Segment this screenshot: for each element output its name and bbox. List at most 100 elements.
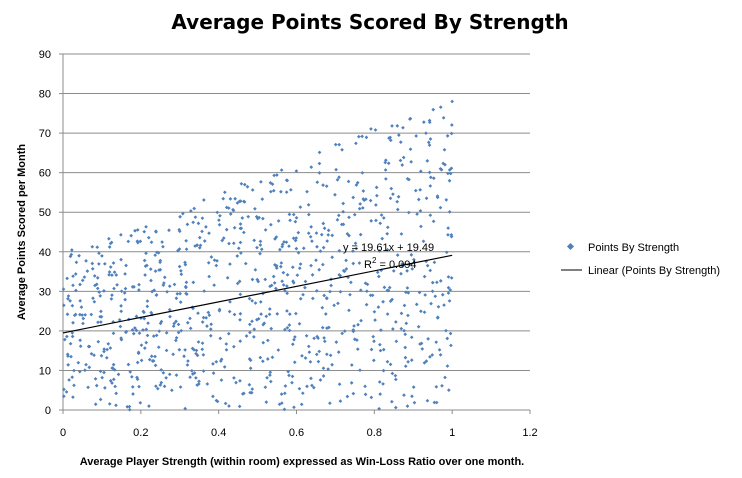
data-point [69,354,73,359]
data-point [321,183,325,187]
data-point [268,189,273,194]
data-point [288,218,292,223]
data-point [296,250,301,255]
data-point [212,258,217,263]
data-point [283,391,287,396]
data-point [307,350,312,355]
data-point [95,276,100,280]
data-point [108,378,113,383]
data-point [190,346,195,351]
r-squared-label: R2 = 0.094 [364,256,416,271]
data-point [145,333,150,338]
data-point [440,292,445,297]
data-point [276,219,281,223]
data-point [438,105,443,109]
data-point [228,197,233,201]
data-point [279,168,284,172]
data-point [172,321,177,326]
data-point [317,267,322,272]
data-point [268,181,273,185]
data-point [292,405,296,410]
data-point [317,349,322,354]
data-point [347,215,351,220]
data-point [435,315,440,320]
data-point [218,336,223,341]
data-point [420,347,425,351]
data-point [86,344,91,349]
data-point [78,338,83,343]
data-point [342,269,347,274]
data-point [294,169,299,173]
data-point [250,299,255,303]
data-point [268,370,273,375]
data-point [354,246,359,251]
data-point [372,309,377,314]
data-point [142,310,146,315]
data-point [111,331,116,336]
data-point [143,273,147,277]
data-point [387,285,392,290]
data-point [162,275,167,280]
data-point [70,330,75,335]
data-point [293,219,298,224]
data-point [304,333,309,338]
data-point [428,355,432,359]
r-squared-value: = 0.094 [376,259,416,271]
data-point [119,232,123,237]
data-point [164,348,169,353]
data-point [273,262,277,267]
data-point [325,352,329,357]
data-point [337,175,341,180]
data-point [231,241,236,246]
data-point [352,324,356,328]
data-point [414,134,418,138]
data-point [238,378,242,383]
data-point [356,134,361,139]
data-point [149,240,154,245]
x-tick-label: 0.2 [133,427,148,439]
data-point [239,251,243,255]
data-point [324,184,329,189]
data-point [409,335,414,340]
y-tick-label: 50 [39,207,51,219]
data-point [218,213,222,218]
data-point [144,327,149,332]
data-point [246,214,251,219]
data-point [183,348,187,352]
data-point [206,260,211,265]
data-point [287,323,292,327]
data-point [193,215,198,220]
data-point [240,392,245,396]
data-point [64,334,69,339]
data-point [322,339,327,344]
data-point [283,384,288,388]
data-point [369,347,374,352]
data-point [184,280,189,285]
y-tick-label: 10 [39,365,51,377]
data-point [123,286,128,291]
data-point [446,275,451,279]
data-point [211,394,215,399]
x-tick-label: 1 [449,427,455,439]
data-point [158,258,163,263]
data-point [446,232,450,237]
data-point [167,284,172,289]
data-point [100,254,104,258]
data-point [399,271,403,276]
data-point [179,268,183,273]
data-point [102,370,106,375]
data-point [184,247,189,252]
data-point [390,297,394,302]
data-point [142,258,147,263]
data-point [141,328,145,332]
data-point [156,345,161,350]
data-point [179,272,184,277]
data-point [174,335,179,340]
data-point [319,232,324,237]
data-point [290,374,295,379]
data-point [380,236,385,241]
y-tick-label: 20 [39,326,51,338]
data-point [376,274,381,279]
data-point [207,274,211,279]
